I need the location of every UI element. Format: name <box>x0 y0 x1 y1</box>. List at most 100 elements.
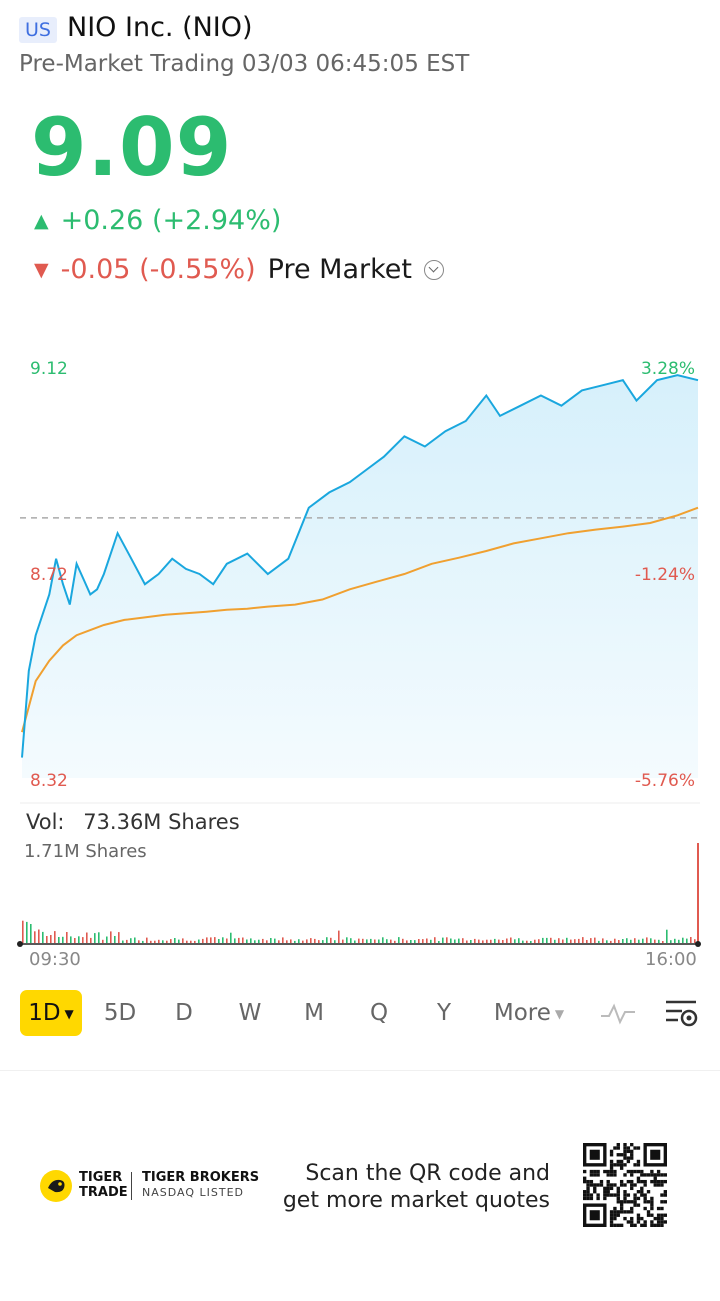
volume-bar <box>282 937 284 943</box>
volume-bar <box>154 940 156 943</box>
volume-bar <box>418 939 420 943</box>
period-q[interactable]: Q <box>369 1000 389 1026</box>
volume-bar <box>398 937 400 943</box>
x-tick-close: 16:00 <box>645 949 697 970</box>
period-m[interactable]: M <box>304 1000 324 1026</box>
volume-baseline-dot <box>695 941 701 947</box>
volume-bar <box>526 940 528 943</box>
intraday-chart[interactable]: 9.12 8.72 8.32 3.28% -1.24% -5.76% <box>0 330 720 810</box>
volume-bar <box>226 938 228 943</box>
volume-bar <box>478 939 480 943</box>
chevron-down-icon[interactable] <box>423 260 444 280</box>
y-tick-right-mid: -1.24% <box>635 565 695 585</box>
volume-bar <box>58 937 60 943</box>
volume-bar <box>674 938 676 943</box>
volume-bar <box>606 940 608 943</box>
volume-bar <box>274 938 276 943</box>
regular-change: ▲ +0.26 (+2.94%) <box>34 204 281 238</box>
volume-bar <box>642 938 644 943</box>
chart-settings-icon[interactable] <box>664 998 700 1030</box>
volume-bar <box>358 938 360 943</box>
volume-bar <box>370 938 372 943</box>
period-1d[interactable]: 1D ▼ <box>20 990 82 1036</box>
volume-bar <box>434 937 436 943</box>
volume-bar <box>34 931 36 943</box>
period-y[interactable]: Y <box>436 1000 452 1026</box>
volume-bar <box>170 939 172 943</box>
volume-bar <box>486 939 488 943</box>
volume-bar <box>602 938 604 943</box>
caret-down-icon: ▼ <box>64 1006 74 1021</box>
volume-bar <box>190 940 192 943</box>
volume-bar <box>626 938 628 943</box>
volume-bar <box>406 940 408 943</box>
volume-bar <box>302 940 304 943</box>
volume-bar <box>214 937 216 943</box>
volume-bar <box>294 940 296 943</box>
volume-bar <box>450 938 452 943</box>
volume-baseline-dot <box>17 941 23 947</box>
volume-bar <box>202 938 204 943</box>
volume-bar <box>66 932 68 943</box>
volume-bar <box>310 938 312 943</box>
volume-bar <box>94 933 96 943</box>
volume-bar <box>130 938 132 943</box>
volume-bar <box>350 938 352 943</box>
volume-bar <box>506 938 508 943</box>
volume-bar <box>158 939 160 943</box>
volume-bar <box>382 937 384 943</box>
caret-down-icon: ▼ <box>554 1006 565 1021</box>
volume-bar <box>634 938 636 943</box>
volume-bar <box>74 938 76 943</box>
volume-bar <box>22 920 24 943</box>
volume-bar <box>466 940 468 943</box>
pre-market-change[interactable]: ▼ -0.05 (-0.55%) Pre Market <box>34 253 444 287</box>
volume-bar <box>306 939 308 943</box>
volume-bar <box>238 937 240 943</box>
volume-bar <box>354 940 356 943</box>
tiger-logo-icon <box>40 1170 72 1202</box>
volume-bar <box>90 937 92 943</box>
volume-bar <box>694 939 696 943</box>
volume-bar <box>54 931 56 943</box>
down-arrow-icon: ▼ <box>34 259 49 281</box>
volume-bar <box>254 940 256 943</box>
volume-bar <box>134 937 136 943</box>
period-w[interactable]: W <box>238 1000 262 1026</box>
volume-bar <box>554 939 556 943</box>
volume-bar <box>690 937 692 943</box>
period-d[interactable]: D <box>175 1000 193 1026</box>
volume-bar <box>26 921 28 943</box>
volume-bar <box>206 937 208 943</box>
pre-market-label: Pre Market <box>267 254 412 285</box>
volume-bar <box>342 939 344 943</box>
volume-bar <box>562 939 564 943</box>
period-5d[interactable]: 5D <box>103 1000 137 1026</box>
volume-bar <box>650 938 652 943</box>
volume-bar <box>670 940 672 943</box>
volume-bar <box>182 938 184 943</box>
period-more[interactable]: More ▼ <box>486 990 572 1036</box>
volume-bar <box>410 940 412 943</box>
volume-bar <box>610 940 612 943</box>
volume-bar <box>550 937 552 943</box>
y-tick-left-high: 9.12 <box>30 359 68 379</box>
volume-bar <box>422 939 424 943</box>
volume-bar <box>598 940 600 943</box>
volume-bar <box>330 937 332 943</box>
period-selector: 1D ▼ 5D D W M Q Y More ▼ <box>0 990 720 1040</box>
volume-bar <box>86 932 88 943</box>
volume-bar <box>646 937 648 943</box>
volume-bar <box>678 939 680 943</box>
regular-change-value: +0.26 (+2.94%) <box>60 205 282 236</box>
volume-bar <box>270 938 272 943</box>
volume-bar <box>522 940 524 943</box>
volume-bar <box>286 940 288 943</box>
volume-bar <box>538 939 540 943</box>
volume-bar <box>314 938 316 943</box>
volume-bar <box>82 937 84 943</box>
line-indicator-icon[interactable] <box>600 1000 636 1026</box>
qr-code-icon <box>583 1143 667 1227</box>
volume-bar <box>498 939 500 943</box>
scan-qr-text: Scan the QR code and get more market quo… <box>282 1161 550 1213</box>
